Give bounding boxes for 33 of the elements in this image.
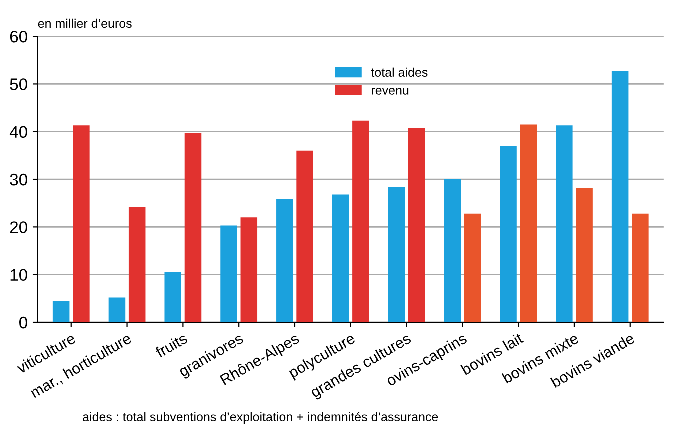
bar xyxy=(164,272,182,322)
y-tick-label: 0 xyxy=(20,316,28,329)
legend-label: revenu xyxy=(372,88,409,95)
bar xyxy=(632,214,649,322)
bar xyxy=(500,146,517,322)
bar xyxy=(576,188,593,322)
y-tick-label: 30 xyxy=(10,174,28,186)
y-tick-label: 60 xyxy=(10,30,28,43)
bar xyxy=(108,298,126,322)
bar xyxy=(128,207,146,322)
y-axis-title: en millier d’euros xyxy=(38,18,132,28)
bar xyxy=(388,187,406,322)
text: aides : total subventions d’exploitation + indemnités d’assurance xyxy=(83,412,438,424)
bar xyxy=(276,200,294,322)
bar xyxy=(184,133,202,322)
bar xyxy=(556,126,573,322)
bar xyxy=(352,120,370,322)
bar xyxy=(52,301,70,322)
bar xyxy=(220,226,238,322)
y-tick-label: 10 xyxy=(10,269,28,282)
bar xyxy=(240,218,258,322)
bar xyxy=(464,214,482,322)
legend-label: total aides xyxy=(371,68,428,77)
bar xyxy=(296,150,314,322)
bar xyxy=(332,194,350,322)
bar xyxy=(612,71,629,322)
bar xyxy=(73,126,90,322)
y-tick-label: 40 xyxy=(10,126,28,138)
bar xyxy=(520,124,538,322)
y-tick-label: 50 xyxy=(10,78,28,90)
bar xyxy=(408,128,426,322)
y-tick-label: 20 xyxy=(10,222,28,234)
bar xyxy=(444,180,462,322)
